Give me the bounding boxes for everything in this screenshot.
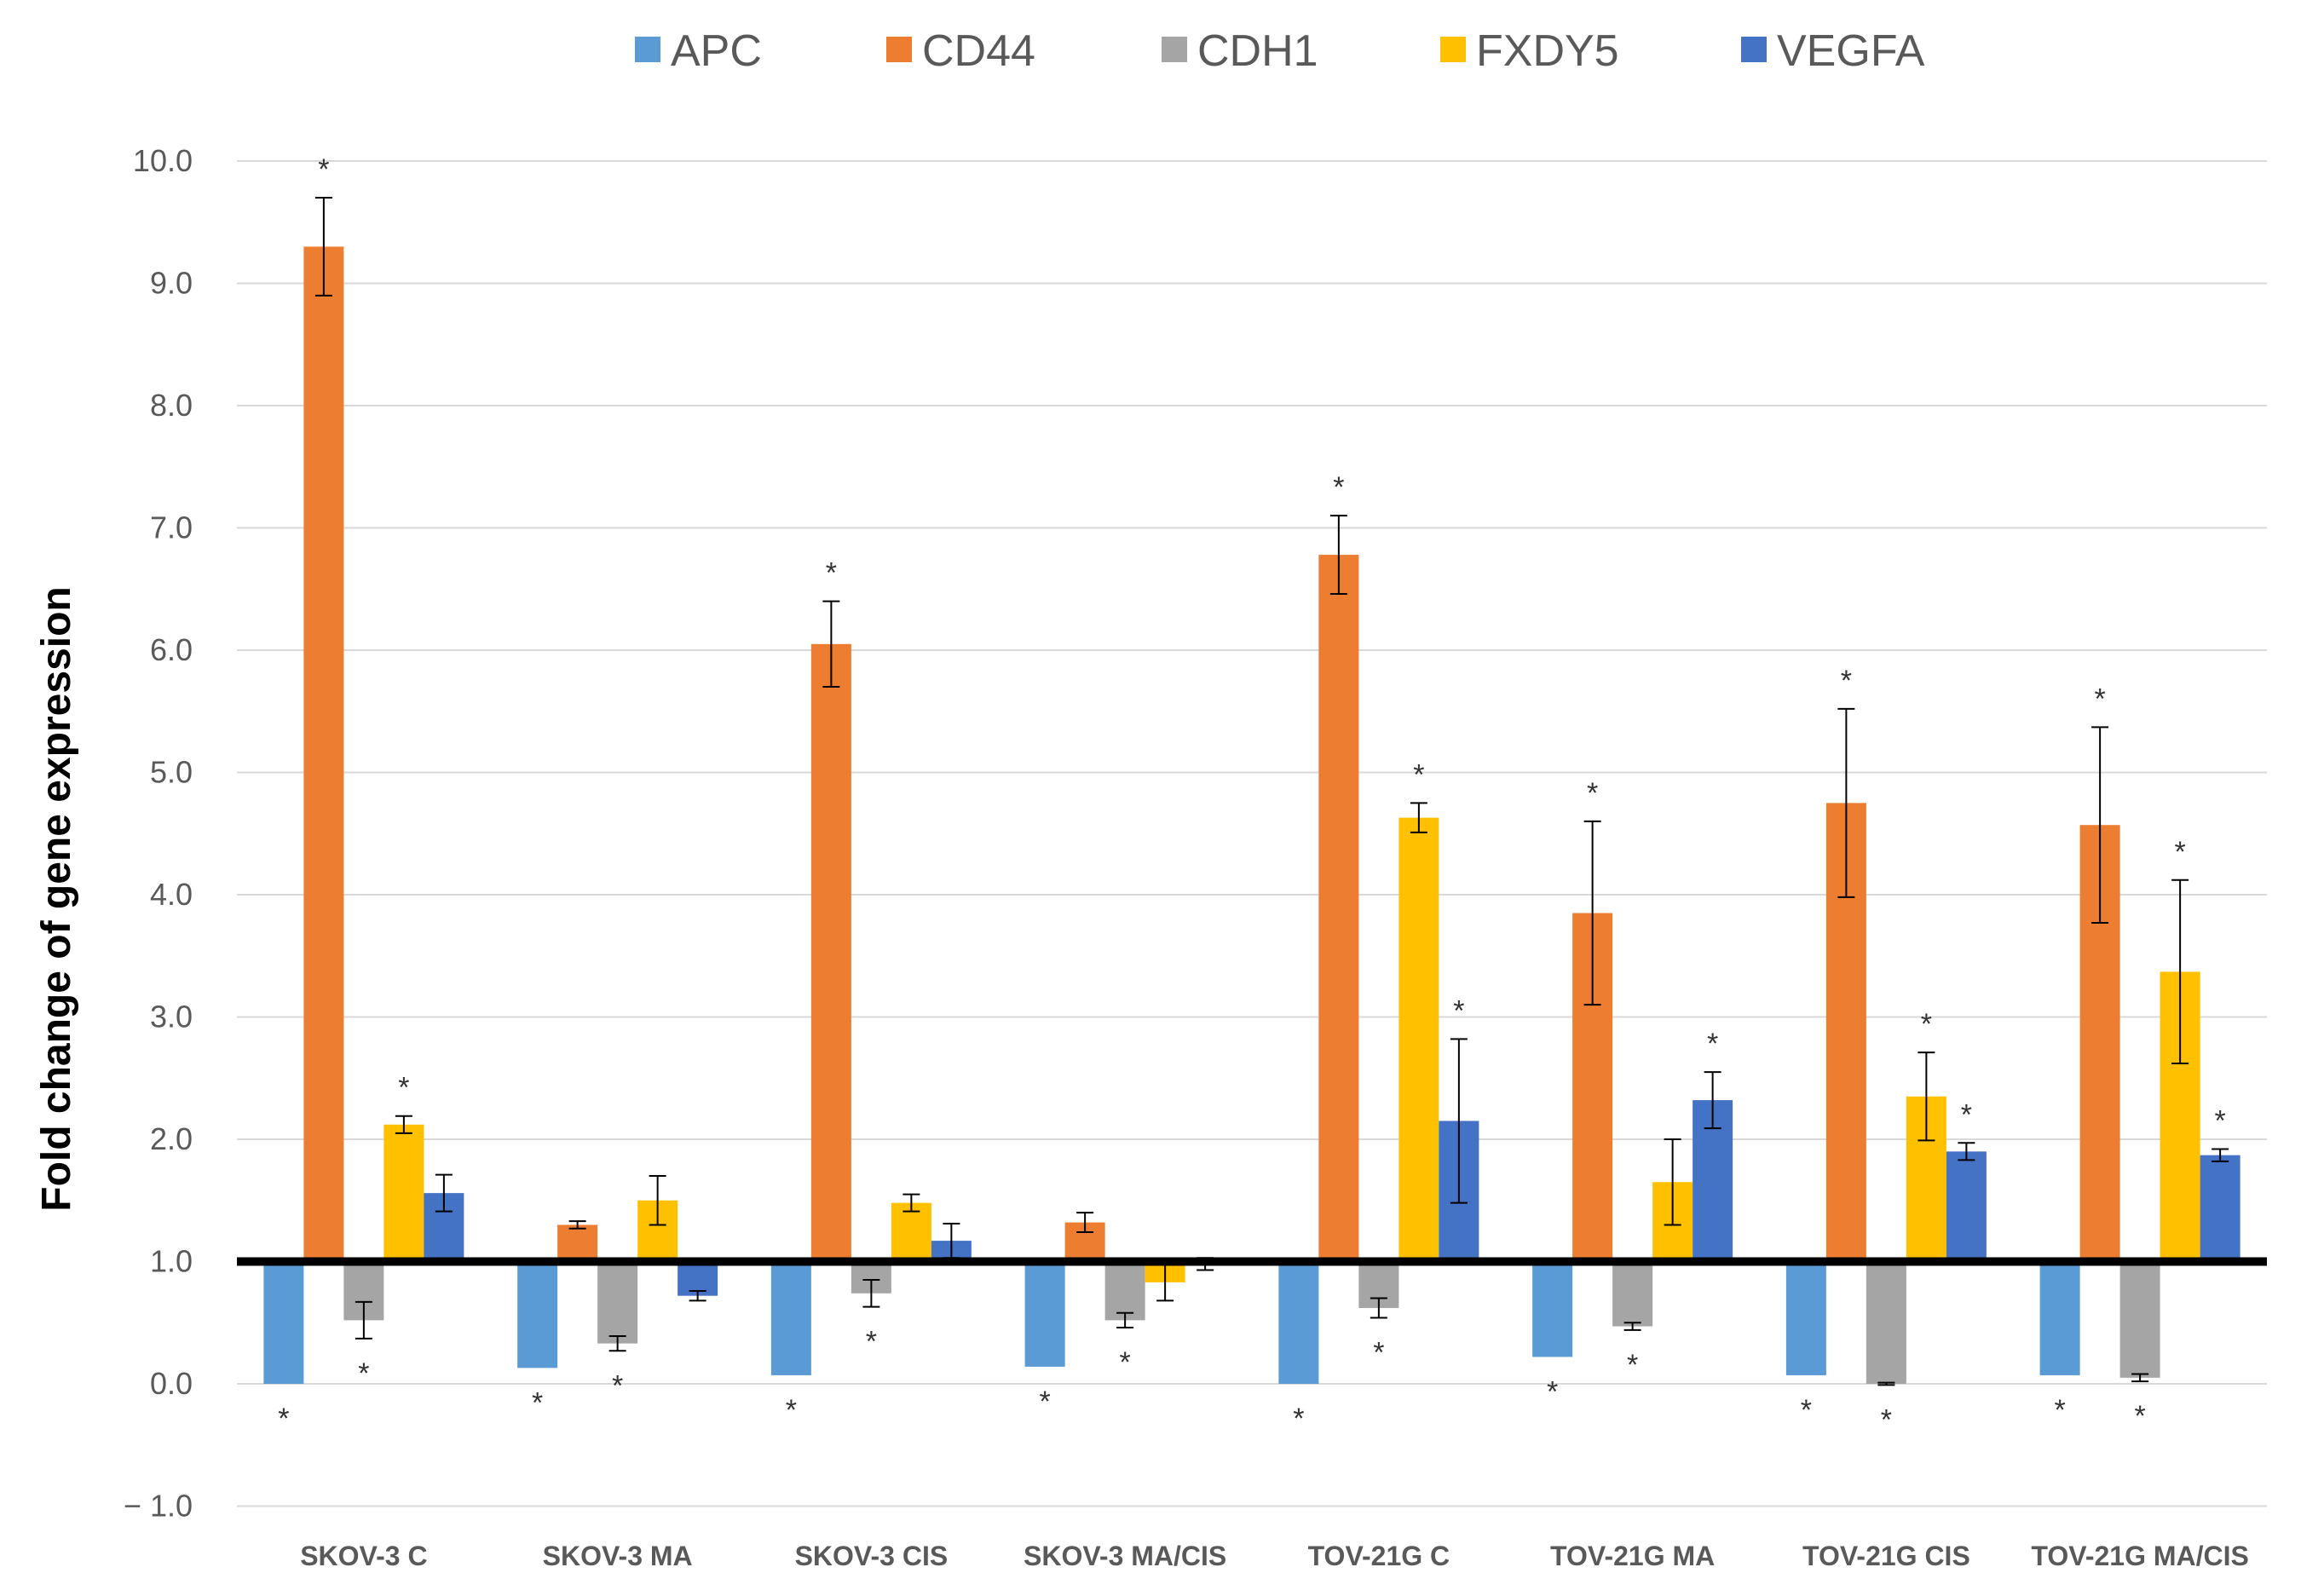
y-tick-label: 9.0 bbox=[150, 266, 193, 301]
significance-star: * bbox=[1627, 1349, 1638, 1381]
y-tick-label: 7.0 bbox=[150, 510, 193, 545]
significance-star: * bbox=[1961, 1098, 1972, 1131]
legend-swatch bbox=[1741, 37, 1767, 62]
y-tick-label: 4.0 bbox=[150, 877, 193, 912]
bar bbox=[2039, 1261, 2080, 1375]
y-tick-label: 8.0 bbox=[150, 388, 193, 423]
bar bbox=[557, 1224, 598, 1262]
significance-star: * bbox=[278, 1403, 289, 1435]
significance-star: * bbox=[1707, 1028, 1718, 1060]
significance-star: * bbox=[826, 557, 837, 590]
x-category-label: SKOV-3 MA/CIS bbox=[1024, 1541, 1226, 1571]
significance-star: * bbox=[1293, 1403, 1304, 1435]
legend-swatch bbox=[1162, 37, 1187, 62]
significance-star: * bbox=[1547, 1375, 1558, 1408]
legend-swatch bbox=[635, 37, 660, 62]
y-axis-tick-labels: − 1.0 0.0 1.0 2.0 3.0 4.0 5.0 6.0 7.0 8.0 9.0 10.0 bbox=[124, 143, 193, 1524]
y-axis-title: Fold change of gene expression bbox=[34, 586, 79, 1211]
x-category-label: TOV-21G MA bbox=[1550, 1541, 1715, 1571]
legend-label: APC bbox=[671, 26, 762, 76]
bar bbox=[597, 1261, 638, 1344]
bar bbox=[1866, 1261, 1906, 1384]
legend-label: VEGFA bbox=[1777, 26, 1925, 76]
significance-star: * bbox=[1373, 1337, 1384, 1369]
bar bbox=[891, 1202, 931, 1262]
significance-star: * bbox=[2175, 836, 2186, 868]
significance-star: * bbox=[1413, 758, 1424, 791]
x-category-label: SKOV-3 MA bbox=[543, 1541, 693, 1571]
y-tick-label: 3.0 bbox=[150, 1000, 193, 1034]
significance-star: * bbox=[2135, 1400, 2146, 1432]
significance-star: * bbox=[1921, 1008, 1932, 1040]
y-tick-label: 2.0 bbox=[150, 1121, 193, 1156]
significance-star: * bbox=[612, 1369, 623, 1402]
error-bars bbox=[314, 197, 2229, 1386]
x-axis-category-labels: SKOV-3 C SKOV-3 MA SKOV-3 CIS SKOV-3 MA/CIS… bbox=[300, 1541, 2249, 1571]
bar bbox=[810, 643, 851, 1262]
legend: APC CD44 CDH1 FXDY5 VEGFA bbox=[635, 26, 1925, 76]
x-category-label: SKOV-3 CIS bbox=[795, 1541, 949, 1571]
significance-star: * bbox=[2215, 1104, 2226, 1137]
bar bbox=[1946, 1151, 1987, 1262]
significance-star: * bbox=[1333, 471, 1344, 504]
significance-star: * bbox=[1841, 665, 1852, 697]
legend-label: CD44 bbox=[922, 26, 1035, 76]
significance-star: * bbox=[1453, 994, 1464, 1027]
x-category-label: TOV-21G CIS bbox=[1802, 1541, 1970, 1571]
bar bbox=[303, 246, 344, 1262]
significance-star: * bbox=[1120, 1346, 1131, 1379]
significance-star: * bbox=[1801, 1394, 1812, 1426]
bar bbox=[1532, 1261, 1573, 1357]
y-tick-label: 5.0 bbox=[150, 755, 193, 790]
bar bbox=[1318, 555, 1359, 1262]
legend-label: CDH1 bbox=[1197, 26, 1318, 76]
significance-star: * bbox=[1040, 1386, 1051, 1418]
significance-star: * bbox=[866, 1326, 877, 1358]
y-tick-label: − 1.0 bbox=[124, 1489, 193, 1524]
significance-star: * bbox=[2055, 1394, 2066, 1426]
y-tick-label: 10.0 bbox=[133, 143, 193, 178]
legend-label: FXDY5 bbox=[1476, 26, 1619, 76]
bar bbox=[384, 1124, 424, 1262]
significance-star: * bbox=[318, 153, 329, 186]
bar bbox=[1398, 817, 1439, 1262]
bar bbox=[2119, 1261, 2160, 1378]
bar bbox=[2200, 1155, 2240, 1262]
x-category-label: TOV-21G C bbox=[1308, 1541, 1450, 1571]
bar bbox=[517, 1261, 558, 1368]
bar bbox=[1104, 1261, 1145, 1321]
legend-swatch bbox=[886, 37, 912, 62]
y-tick-label: 1.0 bbox=[150, 1244, 193, 1279]
significance-star: * bbox=[1587, 777, 1598, 810]
bar bbox=[1785, 1261, 1826, 1375]
y-tick-label: 6.0 bbox=[150, 632, 193, 667]
bar bbox=[1612, 1261, 1653, 1327]
x-category-label: TOV-21G MA/CIS bbox=[2031, 1541, 2248, 1571]
significance-markers: * * * * * * * * * * * * * * * * * * * * * * * * * * * * * * bbox=[278, 153, 2225, 1436]
y-tick-label: 0.0 bbox=[150, 1366, 193, 1401]
significance-star: * bbox=[1881, 1403, 1892, 1436]
significance-star: * bbox=[2095, 683, 2106, 715]
bar bbox=[1024, 1261, 1065, 1367]
legend-swatch bbox=[1440, 37, 1466, 62]
bar bbox=[1278, 1261, 1319, 1384]
bar bbox=[263, 1261, 304, 1384]
bar bbox=[770, 1261, 811, 1375]
significance-star: * bbox=[398, 1072, 409, 1104]
significance-star: * bbox=[358, 1357, 369, 1390]
significance-star: * bbox=[532, 1386, 543, 1419]
x-category-label: SKOV-3 C bbox=[300, 1541, 427, 1571]
significance-star: * bbox=[786, 1394, 797, 1426]
